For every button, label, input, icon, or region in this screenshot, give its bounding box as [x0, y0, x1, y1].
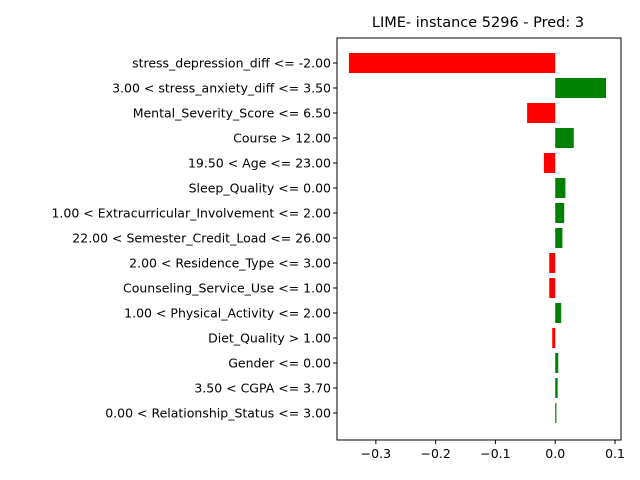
- x-tick-label: 0.0: [545, 446, 565, 461]
- bar-0: [348, 53, 556, 73]
- bar-8: [549, 253, 556, 273]
- y-tick-label: Diet_Quality > 1.00: [208, 331, 331, 346]
- y-tick-label: 1.00 < Physical_Activity <= 2.00: [124, 306, 331, 321]
- y-tick-label: Course > 12.00: [233, 131, 331, 146]
- y-tick-label: Sleep_Quality <= 0.00: [189, 181, 331, 196]
- y-tick-labels: stress_depression_diff <= -2.00 3.00 < st…: [51, 56, 337, 421]
- y-tick-label: Counseling_Service_Use <= 1.00: [123, 281, 331, 296]
- y-tick-label: stress_depression_diff <= -2.00: [132, 56, 331, 71]
- bar-12: [555, 353, 559, 373]
- bar-1: [555, 78, 607, 98]
- bars-layer: [348, 53, 607, 423]
- bar-9: [549, 278, 556, 298]
- x-tick-label: 0.1: [605, 446, 625, 461]
- bar-2: [527, 103, 556, 123]
- bar-14: [555, 403, 557, 423]
- bar-5: [555, 178, 566, 198]
- x-axis: −0.3 −0.2 −0.1 0.0 0.1: [361, 440, 625, 461]
- y-tick-label: 22.00 < Semester_Credit_Load <= 26.00: [72, 231, 331, 246]
- y-tick-label: 0.00 < Relationship_Status <= 3.00: [105, 406, 331, 421]
- bar-13: [555, 378, 558, 398]
- y-tick-label: 19.50 < Age <= 23.00: [188, 156, 331, 171]
- x-tick-label: −0.2: [420, 446, 450, 461]
- bar-3: [555, 128, 574, 148]
- x-tick-label: −0.1: [480, 446, 510, 461]
- y-tick-label: 3.50 < CGPA <= 3.70: [194, 381, 331, 396]
- y-tick-label: 2.00 < Residence_Type <= 3.00: [129, 256, 331, 271]
- bar-11: [552, 328, 556, 348]
- bar-10: [555, 303, 562, 323]
- y-tick-label: 1.00 < Extracurricular_Involvement <= 2.…: [51, 206, 331, 221]
- bar-6: [555, 203, 565, 223]
- bar-7: [555, 228, 563, 248]
- plot-frame: [336, 37, 622, 441]
- y-tick-label: 3.00 < stress_anxiety_diff <= 3.50: [112, 81, 331, 96]
- y-tick-label: Gender <= 0.00: [228, 356, 331, 371]
- y-tick-label: Mental_Severity_Score <= 6.50: [133, 106, 331, 121]
- bar-4: [543, 153, 556, 173]
- x-tick-label: −0.3: [361, 446, 391, 461]
- chart-title: LIME- instance 5296 - Pred: 3: [372, 15, 584, 31]
